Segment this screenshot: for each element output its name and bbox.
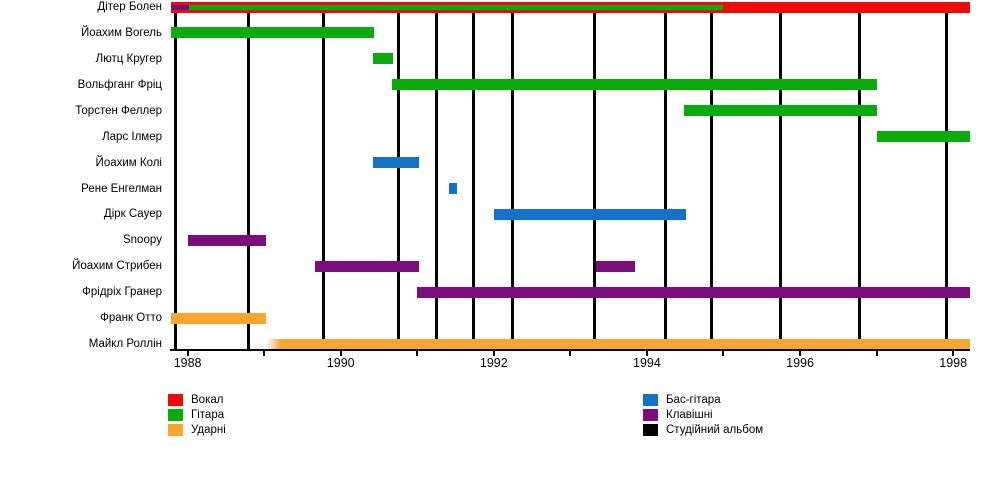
legend-label-album: Студійний альбом xyxy=(666,424,764,436)
timeline-bar xyxy=(372,53,393,65)
x-axis-tick xyxy=(186,351,189,356)
member-label: Лютц Кругер xyxy=(95,52,162,65)
role-overlay-bar xyxy=(189,4,724,10)
member-label: Ларс Ілмер xyxy=(102,130,162,143)
album-line xyxy=(511,2,515,350)
member-label: Франк Отто xyxy=(100,312,162,325)
x-axis-tick xyxy=(416,351,419,356)
legend-swatch-drums xyxy=(168,424,183,436)
x-axis-tick xyxy=(263,351,266,356)
x-axis-tick-label: 1998 xyxy=(939,356,968,370)
legend-swatch-vocals xyxy=(168,394,183,406)
x-axis-tick xyxy=(569,351,572,356)
x-axis-tick-label: 1996 xyxy=(786,356,814,370)
member-label: Фрідріх Гранер xyxy=(82,286,162,299)
timeline-bar xyxy=(372,157,419,169)
timeline-bar xyxy=(683,105,877,117)
member-label: Майкл Роллін xyxy=(88,338,162,351)
album-line xyxy=(944,2,948,350)
legend-label-drums: Ударні xyxy=(191,424,226,436)
timeline-bar xyxy=(315,260,419,272)
member-label: Йоахим Вогель xyxy=(80,26,162,39)
timeline-bar xyxy=(595,260,635,272)
timeline-bar xyxy=(170,312,266,324)
x-axis-tick-label: 1992 xyxy=(479,356,508,370)
x-axis-tick-label: 1994 xyxy=(633,356,661,370)
x-axis-tick xyxy=(799,351,802,356)
x-axis-tick xyxy=(492,351,495,356)
member-label: Вольфганг Фріц xyxy=(77,78,162,91)
album-line xyxy=(858,2,862,350)
album-line xyxy=(709,2,713,350)
member-label: Торстен Феллер xyxy=(75,104,162,117)
member-label: Рене Енгелман xyxy=(81,182,162,195)
legend-swatch-guitar xyxy=(168,409,183,421)
album-line xyxy=(434,2,438,350)
album-line xyxy=(472,2,476,350)
x-axis-line xyxy=(170,349,970,351)
album-line xyxy=(663,2,667,350)
legend-label-vocals: Вокал xyxy=(191,394,224,406)
legend-label-guitar: Гітара xyxy=(191,409,225,421)
member-label: Йоахим Колі xyxy=(95,156,162,169)
timeline-bar xyxy=(493,208,686,220)
member-label: Snoopy xyxy=(122,234,162,247)
album-line xyxy=(322,2,326,350)
x-axis-tick xyxy=(952,351,955,356)
role-overlay-bar xyxy=(170,4,190,10)
timeline-bar xyxy=(188,234,266,246)
timeline-bar xyxy=(392,79,877,91)
timeline-bar xyxy=(170,27,374,39)
member-label: Дірк Сауер xyxy=(103,208,162,221)
album-line xyxy=(592,2,596,350)
album-line xyxy=(173,2,177,350)
x-axis-tick xyxy=(645,351,648,356)
x-axis-tick xyxy=(339,351,342,356)
timeline-bar xyxy=(266,338,970,350)
member-label: Дітер Болен xyxy=(97,1,162,13)
timeline-bar xyxy=(876,131,970,143)
timeline-bar xyxy=(416,286,970,298)
album-line xyxy=(247,2,251,350)
legend-label-keyboards: Клавішні xyxy=(666,409,713,421)
x-axis-tick xyxy=(875,351,878,356)
x-axis-tick xyxy=(722,351,725,356)
member-label: Йоахим Стрибен xyxy=(72,260,162,273)
legend-swatch-bass xyxy=(643,394,658,406)
legend-label-bass: Бас-гітара xyxy=(666,394,721,406)
timeline-bar xyxy=(448,183,458,194)
album-line xyxy=(397,2,401,350)
legend-swatch-keyboards xyxy=(643,409,658,421)
x-axis-tick-label: 1988 xyxy=(173,356,202,370)
x-axis-tick-label: 1990 xyxy=(326,356,355,370)
legend-swatch-album xyxy=(643,424,658,436)
album-line xyxy=(779,2,783,350)
